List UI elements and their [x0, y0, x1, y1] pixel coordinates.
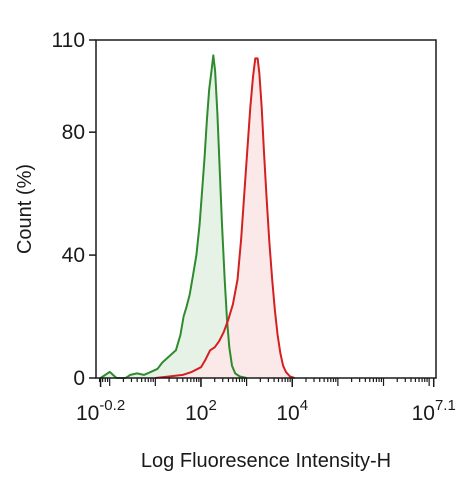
series-2-line: [155, 57, 295, 379]
y-tick-label: 0: [73, 367, 85, 390]
series-2-area: [155, 58, 295, 379]
y-tick-label: 110: [52, 29, 85, 52]
x-tick-label: 102: [185, 397, 217, 425]
x-axis-label: Log Fluoresence Intensity-H: [141, 450, 391, 472]
y-axis-label: Count (%): [14, 164, 36, 254]
histogram-lines: [100, 54, 295, 379]
plot-frame: [95, 39, 437, 379]
series-1-line: [100, 54, 247, 379]
x-axis-ticks: [98, 378, 435, 387]
x-tick-label: 10-0.2: [76, 397, 125, 425]
x-tick-label: 104: [276, 397, 308, 425]
histogram-areas: [100, 55, 295, 379]
series-1-area: [100, 55, 247, 379]
y-axis-tick-labels: 0 40 80 110: [52, 29, 85, 390]
y-tick-label: 40: [62, 244, 85, 267]
x-tick-label: 107.1: [412, 397, 456, 425]
y-tick-label: 80: [62, 121, 85, 144]
x-axis-tick-labels: 10-0.2 102 104 107.1: [76, 397, 456, 425]
y-axis-ticks: [89, 39, 96, 379]
